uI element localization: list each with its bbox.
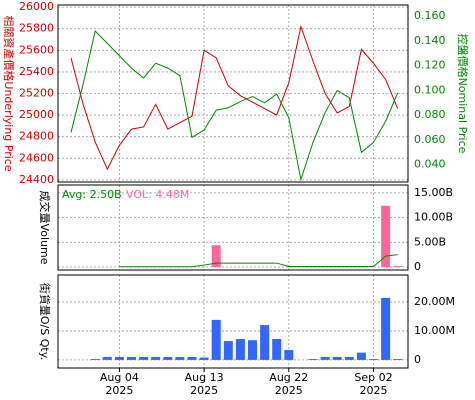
y-tick-label: 10.00M xyxy=(414,324,455,337)
bar xyxy=(332,356,342,360)
bar xyxy=(272,339,282,360)
y-tick-label: 20.00M xyxy=(414,295,455,308)
y-tick-label: 24400 xyxy=(19,173,54,186)
y2-tick-label: 0.100 xyxy=(414,83,446,96)
bar xyxy=(199,357,209,360)
panel xyxy=(58,185,408,270)
bar xyxy=(260,325,270,360)
bar xyxy=(211,245,221,268)
bar xyxy=(163,356,173,360)
y-tick-label: 15.00B xyxy=(414,186,453,199)
bar xyxy=(308,359,318,360)
legend-text: Avg: 2.50B xyxy=(62,188,122,201)
bar xyxy=(235,339,245,360)
y-tick-label: 25000 xyxy=(19,108,54,121)
bar xyxy=(381,205,391,268)
y-tick-label: 25400 xyxy=(19,65,54,78)
x-tick-label: 2025 xyxy=(275,384,303,397)
panel-border xyxy=(57,4,409,183)
y-tick-label: 0 xyxy=(414,260,421,273)
x-tick-label: Sep 02 xyxy=(354,371,392,384)
y-tick-label: 0 xyxy=(414,353,421,366)
x-tick-label: Aug 13 xyxy=(185,371,224,384)
x-tick-label: Aug 22 xyxy=(269,371,308,384)
bar xyxy=(127,356,136,360)
line xyxy=(70,29,399,182)
panel-border xyxy=(57,184,409,271)
bar xyxy=(284,350,294,360)
y2-tick-label: 0.120 xyxy=(414,59,446,72)
bar xyxy=(90,359,100,360)
y2-tick-label: 0.140 xyxy=(414,34,446,47)
y2-axis-label: 控盤價格Nominal Price xyxy=(456,34,470,154)
bar xyxy=(356,352,366,360)
line xyxy=(70,24,399,171)
bar xyxy=(151,356,161,360)
panel xyxy=(58,5,408,182)
y-tick-label: 24600 xyxy=(19,151,54,164)
bar xyxy=(211,319,221,360)
bar xyxy=(175,356,185,360)
bar xyxy=(369,359,378,360)
bar xyxy=(139,356,149,360)
y-axis-label: 街貨量O/S Qty. xyxy=(38,283,52,360)
bar xyxy=(223,341,233,360)
y-axis-label: 相關資產價格Underlying Price xyxy=(2,15,16,171)
legend-text: VOL: 4.48M xyxy=(126,188,189,201)
bar xyxy=(248,340,257,360)
y-axis-label: 成交量Volume xyxy=(38,191,52,265)
y-tick-label: 24800 xyxy=(19,130,54,143)
x-tick-label: Aug 04 xyxy=(100,371,139,384)
x-tick-label: 2025 xyxy=(190,384,218,397)
x-tick-label: 2025 xyxy=(360,384,388,397)
y-tick-label: 25800 xyxy=(19,22,54,35)
y-tick-label: 10.00B xyxy=(414,211,453,224)
bar xyxy=(114,356,124,360)
x-tick-label: 2025 xyxy=(105,384,133,397)
y-tick-label: 5.00B xyxy=(414,235,446,248)
bar xyxy=(344,356,354,360)
y-tick-label: 25200 xyxy=(19,87,54,100)
panel-border xyxy=(57,274,409,369)
panel xyxy=(58,275,408,368)
y2-tick-label: 0.060 xyxy=(414,133,446,146)
y2-tick-label: 0.080 xyxy=(414,108,446,121)
bar xyxy=(187,356,197,360)
bar xyxy=(393,266,403,268)
y2-tick-label: 0.040 xyxy=(414,158,446,171)
bar xyxy=(393,359,403,360)
y-tick-label: 25600 xyxy=(19,43,54,56)
y-tick-label: 26000 xyxy=(19,0,54,13)
y2-tick-label: 0.160 xyxy=(414,9,446,22)
line xyxy=(119,254,398,268)
bar xyxy=(320,356,330,360)
bar xyxy=(381,297,391,360)
bar xyxy=(102,356,112,360)
